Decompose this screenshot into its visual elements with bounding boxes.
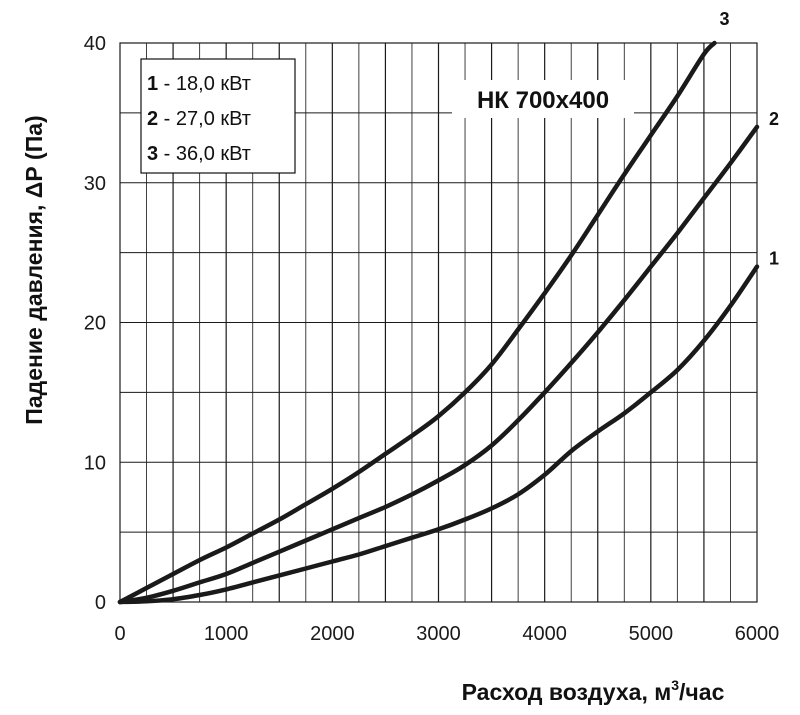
- x-tick-label: 5000: [629, 623, 674, 645]
- x-axis-title-main: Расход воздуха, м: [462, 679, 672, 705]
- series-line-3: [117, 40, 717, 605]
- x-tick-label: 6000: [735, 623, 780, 645]
- tick-labels: 0 1000 2000 3000 4000 5000 6000 0 10 20 30 40: [84, 33, 780, 645]
- series-label-3: 3: [720, 9, 730, 29]
- x-tick-label: 1000: [204, 623, 249, 645]
- legend-entry-1: 1 - 18,0 кВт: [147, 73, 251, 95]
- series-labels: 1 2 3: [720, 9, 779, 269]
- x-tick-label: 0: [114, 623, 125, 645]
- legend: 1 - 18,0 кВт 2 - 27,0 кВт 3 - 36,0 кВт: [140, 58, 296, 174]
- x-axis-title-tail: /час: [679, 679, 725, 705]
- x-tick-label: 3000: [416, 623, 461, 645]
- x-axis-title: Расход воздуха, м3/час: [462, 677, 725, 705]
- series-label-2: 2: [769, 109, 779, 129]
- model-label-box: [452, 80, 634, 118]
- legend-label: - 36,0 кВт: [158, 143, 251, 165]
- legend-number: 1: [147, 73, 158, 95]
- x-tick-label: 4000: [522, 623, 567, 645]
- y-tick-label: 20: [84, 313, 106, 335]
- legend-label: - 18,0 кВт: [158, 73, 251, 95]
- y-tick-label: 40: [84, 33, 106, 55]
- plot-frame: [119, 42, 758, 603]
- series-line-2: [117, 124, 760, 605]
- legend-entry-3: 3 - 36,0 кВт: [147, 143, 251, 165]
- legend-label: - 27,0 кВт: [158, 108, 251, 130]
- legend-number: 2: [147, 108, 158, 130]
- y-axis-title: Падение давления, ΔР (Па): [21, 115, 47, 424]
- legend-box: [140, 58, 296, 174]
- legend-entry-2: 2 - 27,0 кВт: [147, 108, 251, 130]
- series-lines: [117, 40, 760, 605]
- series-line-1: [117, 264, 760, 605]
- y-tick-label: 30: [84, 173, 106, 195]
- y-tick-label: 0: [95, 592, 106, 614]
- series-label-1: 1: [769, 249, 779, 269]
- x-tick-label: 2000: [310, 623, 355, 645]
- y-tick-label: 10: [84, 452, 106, 474]
- chart-title: НК 700x400: [477, 87, 609, 114]
- x-axis-title-superscript: 3: [671, 677, 679, 693]
- legend-number: 3: [147, 143, 158, 165]
